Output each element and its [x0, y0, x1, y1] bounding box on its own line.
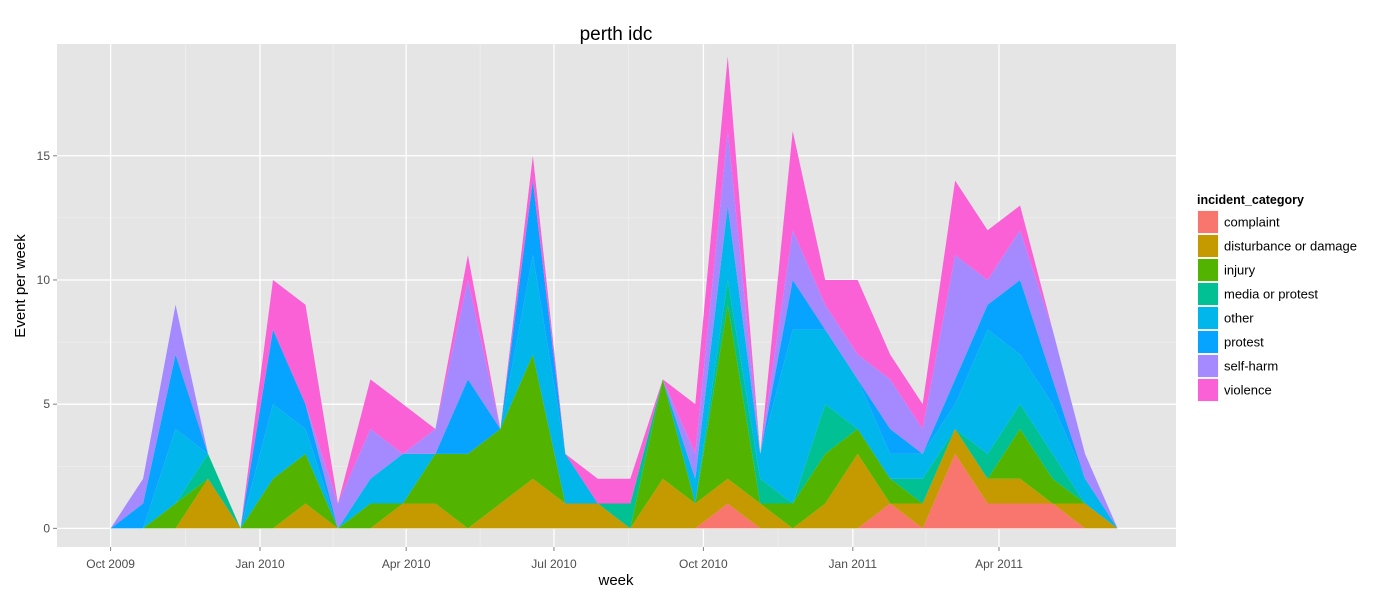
x-axis-title: week — [597, 572, 634, 589]
x-tick-label: Oct 2010 — [679, 557, 728, 571]
legend-swatch — [1198, 235, 1218, 257]
legend-label: disturbance or damage — [1224, 239, 1357, 254]
legend-swatch — [1198, 259, 1218, 281]
x-tick-label: Jan 2010 — [235, 557, 285, 571]
y-tick-label: 10 — [37, 273, 51, 287]
legend-swatch — [1198, 307, 1218, 329]
legend-label: media or protest — [1224, 287, 1318, 302]
legend-label: protest — [1224, 335, 1264, 350]
legend-label: violence — [1224, 383, 1272, 398]
legend-swatch — [1198, 283, 1218, 305]
x-tick-label: Jan 2011 — [829, 557, 878, 571]
x-axis: Oct 2009 Jan 2010 Apr 2010 Jul 2010 Oct 2010… — [86, 547, 1023, 571]
legend-swatch — [1198, 211, 1218, 233]
legend-label: injury — [1224, 263, 1256, 278]
legend-swatch — [1198, 379, 1218, 401]
legend-swatch — [1198, 331, 1218, 353]
area-violence — [110, 56, 1118, 529]
legend-label: complaint — [1224, 215, 1280, 230]
legend: incident_category complaint disturbance o… — [1196, 193, 1357, 403]
chart-title: perth idc — [580, 24, 653, 45]
y-axis: 0 5 10 15 — [37, 149, 57, 535]
y-axis-title: Event per week — [12, 234, 29, 338]
area-disturbance-or-damage — [110, 429, 1118, 529]
legend-title: incident_category — [1197, 193, 1304, 207]
legend-label: other — [1224, 311, 1254, 326]
y-tick-label: 5 — [43, 397, 50, 411]
minor-gridlines — [57, 44, 1176, 547]
x-tick-label: Jul 2010 — [531, 557, 577, 571]
y-tick-label: 15 — [37, 149, 51, 163]
x-tick-label: Oct 2009 — [86, 557, 135, 571]
legend-swatch — [1198, 355, 1218, 377]
y-tick-label: 0 — [43, 521, 50, 535]
x-tick-label: Apr 2010 — [382, 557, 431, 571]
x-tick-label: Apr 2011 — [975, 557, 1023, 571]
area-complaint — [110, 453, 1118, 529]
legend-items: complaint disturbance or damage injury medi… — [1196, 209, 1357, 403]
legend-label: self-harm — [1224, 359, 1278, 374]
stacked-areas — [110, 56, 1118, 529]
